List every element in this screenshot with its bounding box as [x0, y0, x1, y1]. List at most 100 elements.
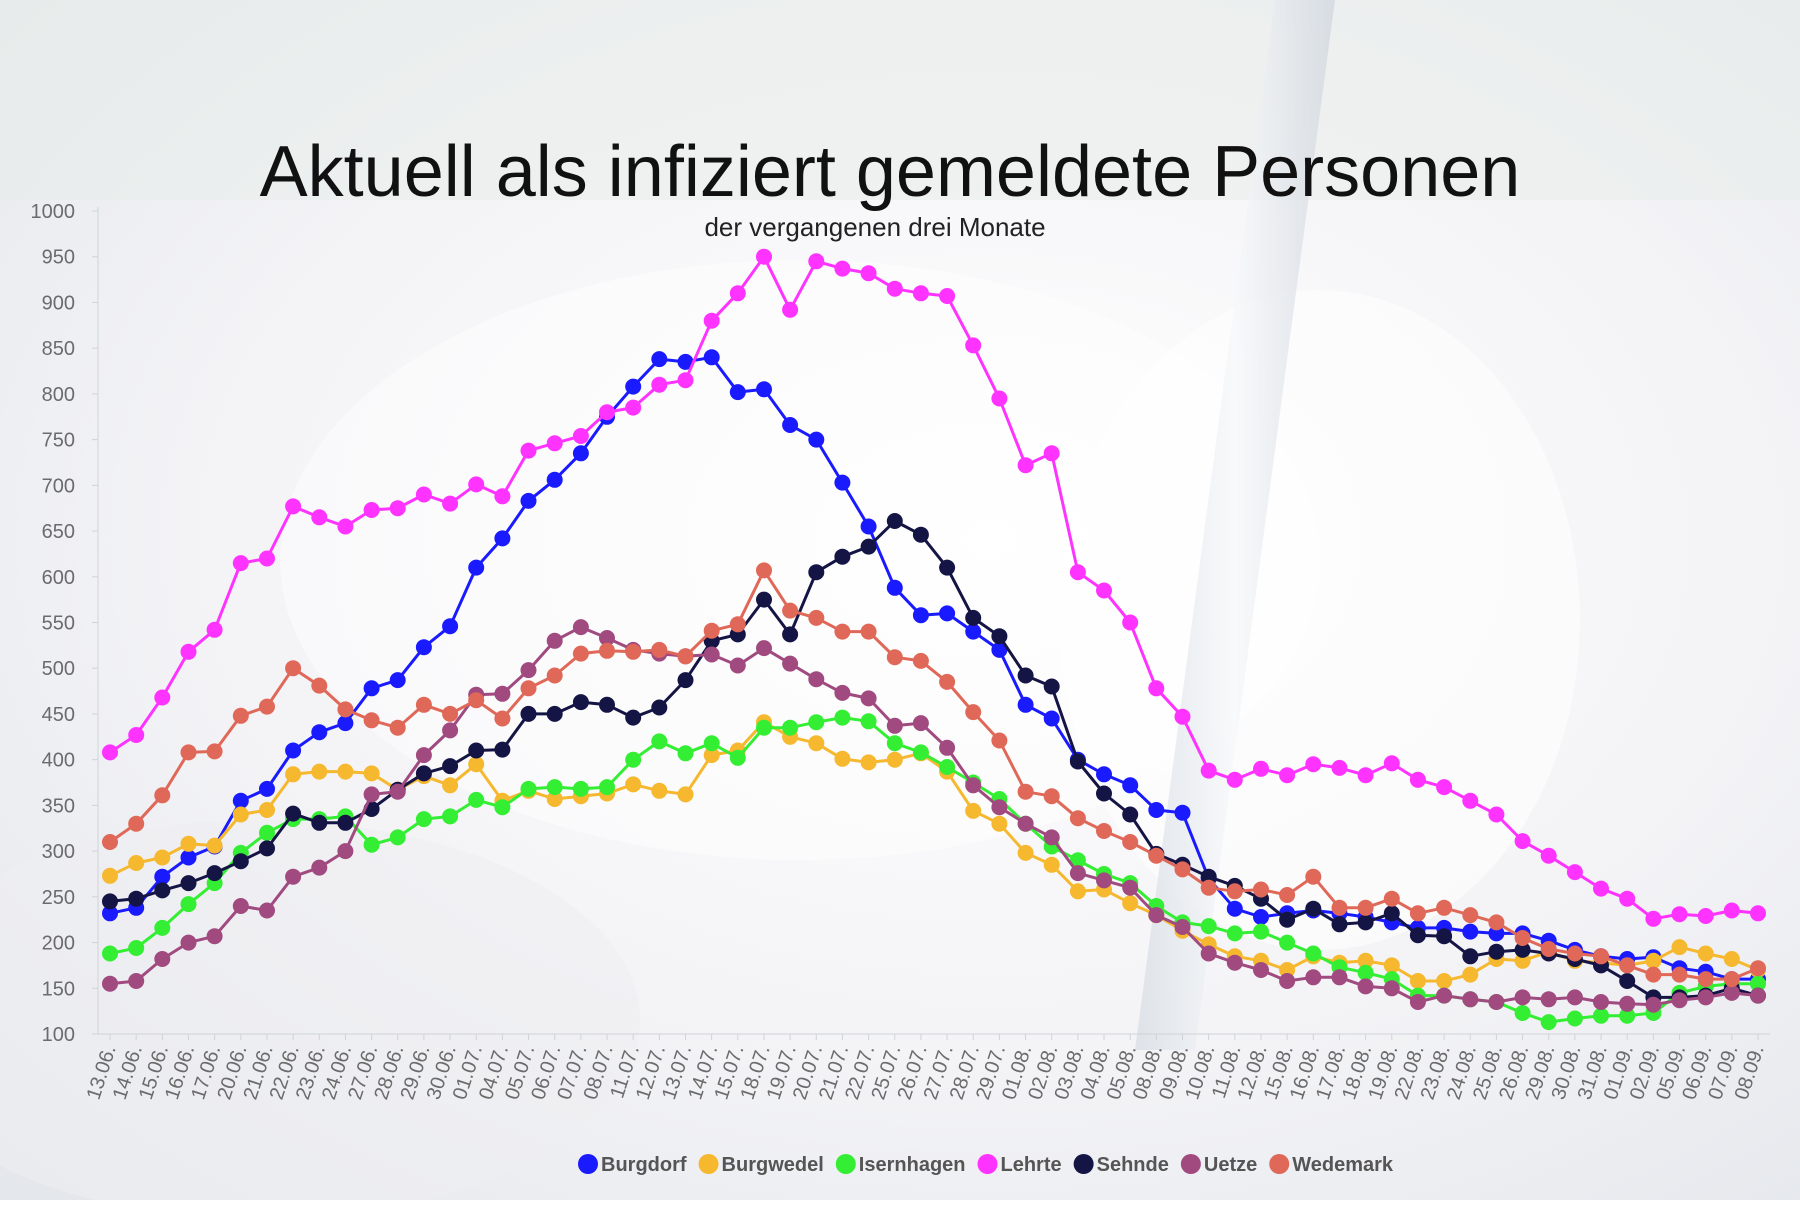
data-point[interactable]	[128, 973, 145, 989]
data-point[interactable]	[206, 837, 223, 854]
data-point[interactable]	[1462, 966, 1479, 983]
data-point[interactable]	[834, 260, 851, 277]
data-point[interactable]	[1226, 954, 1243, 971]
data-point[interactable]	[703, 622, 720, 639]
data-point[interactable]	[625, 643, 642, 660]
data-point[interactable]	[389, 672, 406, 689]
data-point[interactable]	[1043, 856, 1060, 873]
data-point[interactable]	[1200, 762, 1217, 779]
data-point[interactable]	[1148, 907, 1165, 924]
data-point[interactable]	[494, 530, 511, 547]
data-point[interactable]	[912, 607, 929, 624]
data-point[interactable]	[1619, 973, 1636, 989]
data-point[interactable]	[1462, 923, 1479, 940]
data-point[interactable]	[442, 495, 459, 512]
data-point[interactable]	[834, 750, 851, 767]
data-point[interactable]	[285, 766, 302, 783]
data-point[interactable]	[677, 745, 694, 762]
data-point[interactable]	[1331, 969, 1348, 986]
data-point[interactable]	[232, 792, 249, 809]
data-point[interactable]	[442, 808, 459, 825]
data-point[interactable]	[1436, 779, 1453, 796]
data-point[interactable]	[1540, 941, 1557, 957]
data-point[interactable]	[1409, 927, 1426, 944]
data-point[interactable]	[1671, 966, 1688, 983]
data-point[interactable]	[102, 975, 118, 992]
data-point[interactable]	[468, 476, 485, 493]
data-point[interactable]	[677, 786, 694, 803]
data-point[interactable]	[729, 384, 746, 401]
data-point[interactable]	[651, 733, 668, 750]
data-point[interactable]	[886, 751, 903, 768]
data-point[interactable]	[1723, 971, 1740, 988]
data-point[interactable]	[1514, 941, 1531, 958]
data-point[interactable]	[1750, 987, 1766, 1004]
data-point[interactable]	[1096, 872, 1112, 889]
data-point[interactable]	[860, 518, 877, 535]
data-point[interactable]	[1017, 815, 1034, 832]
data-point[interactable]	[756, 719, 772, 736]
data-point[interactable]	[625, 776, 642, 793]
data-point[interactable]	[651, 376, 668, 393]
data-point[interactable]	[939, 559, 956, 576]
data-point[interactable]	[415, 765, 432, 782]
data-point[interactable]	[520, 662, 537, 679]
data-point[interactable]	[494, 741, 511, 758]
data-point[interactable]	[1462, 948, 1479, 965]
data-point[interactable]	[546, 791, 563, 807]
data-point[interactable]	[311, 724, 328, 741]
data-point[interactable]	[468, 756, 485, 773]
data-point[interactable]	[572, 445, 589, 462]
data-point[interactable]	[1069, 753, 1086, 770]
data-point[interactable]	[1540, 991, 1557, 1008]
data-point[interactable]	[991, 799, 1008, 816]
data-point[interactable]	[651, 782, 668, 799]
data-point[interactable]	[337, 518, 354, 535]
data-point[interactable]	[1174, 861, 1191, 878]
data-point[interactable]	[1253, 909, 1269, 925]
data-point[interactable]	[1723, 951, 1740, 967]
data-point[interactable]	[1593, 994, 1609, 1010]
data-point[interactable]	[311, 763, 328, 780]
data-point[interactable]	[442, 705, 459, 722]
data-point[interactable]	[1514, 1005, 1531, 1021]
data-point[interactable]	[939, 759, 956, 775]
data-point[interactable]	[232, 806, 249, 823]
data-point[interactable]	[389, 783, 406, 800]
data-point[interactable]	[912, 715, 929, 732]
data-point[interactable]	[389, 719, 406, 736]
data-point[interactable]	[1593, 880, 1609, 897]
data-point[interactable]	[1148, 680, 1165, 697]
data-point[interactable]	[468, 791, 485, 808]
data-point[interactable]	[756, 640, 772, 657]
data-point[interactable]	[1253, 923, 1269, 940]
data-point[interactable]	[1279, 934, 1296, 951]
data-point[interactable]	[1069, 852, 1086, 869]
data-point[interactable]	[1409, 905, 1426, 922]
data-point[interactable]	[1017, 667, 1034, 684]
data-point[interactable]	[703, 646, 720, 663]
data-point[interactable]	[1357, 978, 1374, 995]
data-point[interactable]	[677, 353, 694, 370]
data-point[interactable]	[180, 875, 197, 892]
data-point[interactable]	[860, 538, 877, 555]
data-point[interactable]	[991, 390, 1008, 407]
data-point[interactable]	[520, 442, 537, 459]
data-point[interactable]	[546, 632, 563, 649]
data-point[interactable]	[180, 849, 197, 866]
data-point[interactable]	[102, 867, 118, 884]
data-point[interactable]	[102, 744, 118, 761]
data-point[interactable]	[756, 591, 772, 608]
data-point[interactable]	[991, 732, 1008, 749]
data-point[interactable]	[965, 337, 982, 354]
data-point[interactable]	[415, 486, 432, 503]
data-point[interactable]	[1645, 966, 1662, 983]
data-point[interactable]	[703, 735, 720, 752]
data-point[interactable]	[1409, 973, 1426, 989]
data-point[interactable]	[782, 301, 799, 318]
data-point[interactable]	[939, 605, 956, 622]
data-point[interactable]	[468, 742, 485, 759]
data-point[interactable]	[625, 751, 642, 768]
data-point[interactable]	[1750, 975, 1766, 992]
data-point[interactable]	[1148, 847, 1165, 864]
